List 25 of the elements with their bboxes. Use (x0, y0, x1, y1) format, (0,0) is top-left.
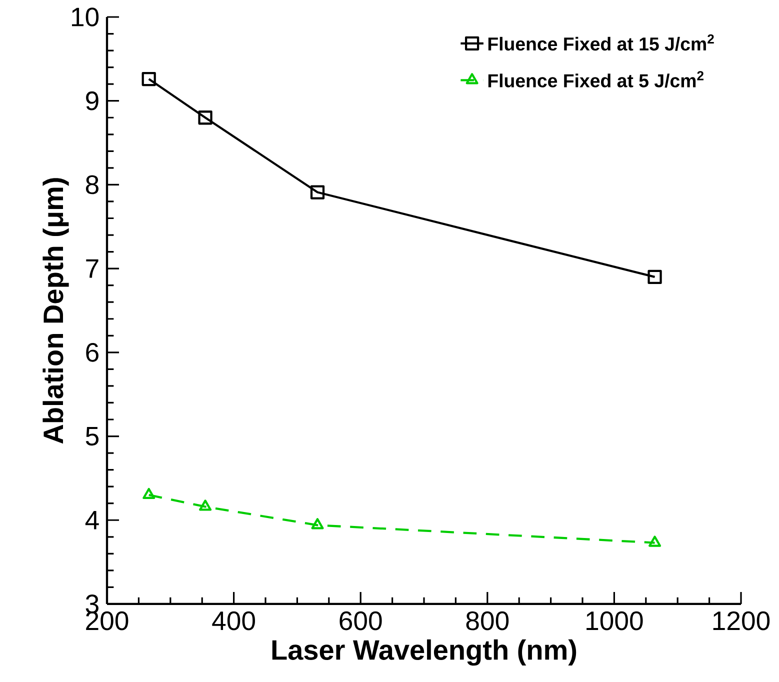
point (142, 72, 156, 86)
legend-label: Fluence Fixed at 15 J/cm$^{2}$ (488, 34, 714, 51)
y-tick-label: 10 (72, 8, 99, 26)
point (199, 500, 212, 511)
x-tick-label: 600 (340, 611, 382, 630)
x-axis-title: Laser Wavelength (nm) (272, 639, 576, 666)
point (198, 110, 212, 125)
x-tick-label: 400 (212, 611, 255, 630)
x-tick-label: 1200 (713, 611, 770, 630)
y-tick-label: 4 (85, 510, 99, 530)
y-tick-label: 8 (86, 175, 98, 194)
point (648, 536, 662, 547)
point (142, 488, 156, 500)
y-tick-label: 9 (86, 91, 98, 110)
x-tick-label: 800 (466, 611, 509, 630)
y-axis-title: Ablation Depth (μm) (42, 178, 69, 444)
x-tick-label: 200 (86, 611, 128, 630)
y-tick-label: 6 (86, 342, 98, 362)
y-tick-label: 5 (86, 426, 99, 446)
point (310, 185, 325, 200)
legend-label: Fluence Fixed at 5 J/cm$^{2}$ (488, 71, 704, 88)
x-tick-label: 1000 (586, 611, 643, 630)
y-tick-label: 7 (86, 259, 98, 278)
point (311, 518, 324, 530)
point (648, 270, 662, 284)
